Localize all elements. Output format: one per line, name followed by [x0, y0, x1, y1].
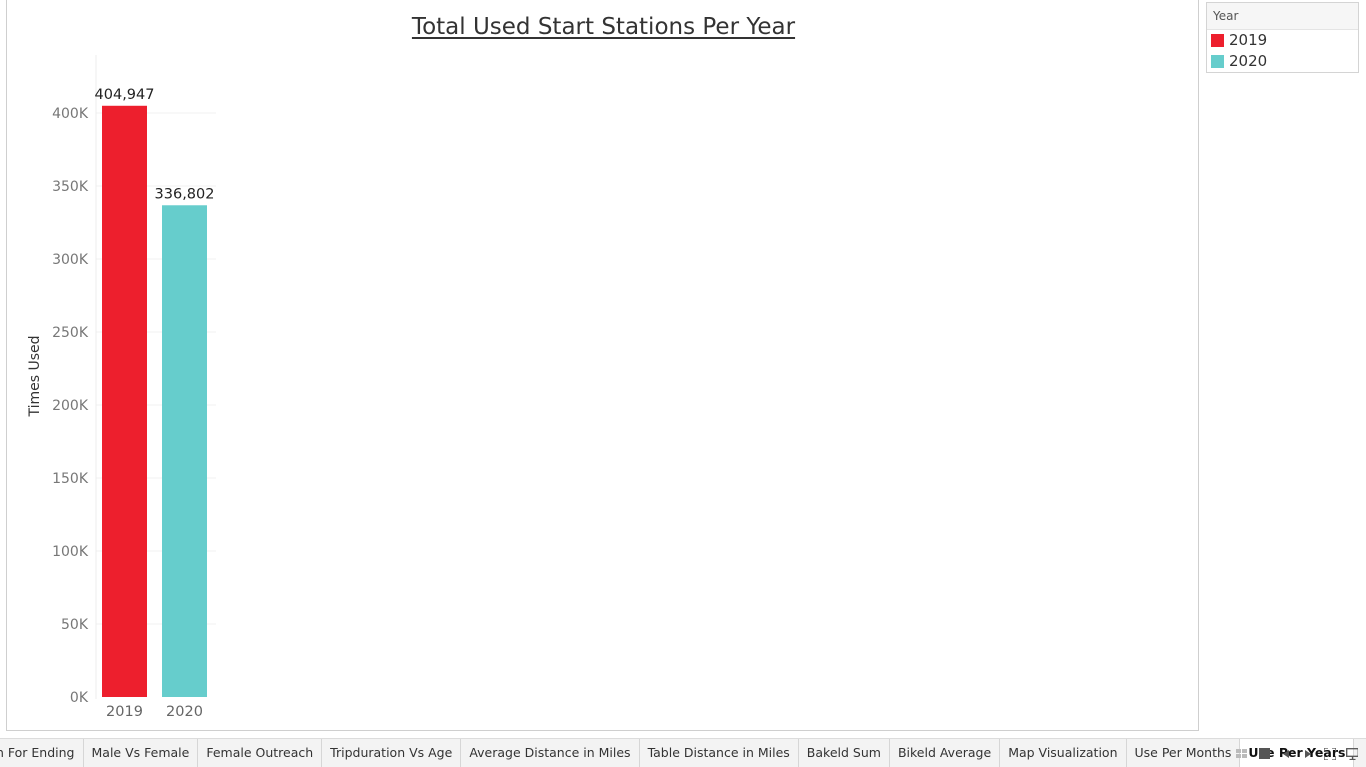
y-tick-label: 250K	[52, 325, 89, 341]
tab-table-distance[interactable]: Table Distance in Miles	[640, 739, 799, 767]
data-label: 404,947	[95, 87, 155, 103]
legend-swatch-2020	[1211, 55, 1224, 68]
tab-station-for-ending[interactable]: n For Ending	[0, 739, 84, 767]
y-tick-label: 100K	[52, 544, 89, 560]
tab-controls	[1236, 739, 1358, 767]
data-label: 336,802	[155, 186, 215, 202]
tab-male-vs-female[interactable]: Male Vs Female	[84, 739, 199, 767]
sheet-sorter-icon[interactable]	[1236, 748, 1248, 760]
tab-map-visualization[interactable]: Map Visualization	[1000, 739, 1127, 767]
worksheet-view: Total Used Start Stations Per Year 0K 50K…	[6, 0, 1199, 731]
tab-use-per-months[interactable]: Use Per Months	[1127, 739, 1241, 767]
x-tick-label: 2020	[166, 704, 203, 720]
legend-label: 2020	[1229, 52, 1268, 70]
legend-item-2020[interactable]: 2020	[1207, 51, 1358, 72]
legend-title: Year	[1207, 3, 1358, 30]
color-legend[interactable]: Year 2019 2020	[1206, 2, 1359, 73]
bar-chart: 0K 50K 100K 150K 200K 250K 300K 350K 400K Times U…	[27, 55, 216, 720]
y-tick-label: 300K	[52, 252, 89, 268]
filmstrip-icon[interactable]	[1258, 748, 1270, 760]
y-tick-label: 200K	[52, 398, 89, 414]
y-tick-label: 350K	[52, 179, 89, 195]
presentation-mode-icon[interactable]	[1346, 747, 1358, 760]
y-tick-label: 0K	[70, 690, 89, 706]
y-axis-title: Times Used	[27, 335, 43, 417]
bar-2020	[162, 205, 207, 697]
y-tick-label: 400K	[52, 106, 89, 122]
x-tick-label: 2019	[106, 704, 143, 720]
chart-title: Total Used Start Stations Per Year	[411, 14, 796, 40]
sheet-tab-bar: n For Ending Male Vs Female Female Outre…	[0, 738, 1366, 767]
bar-2019	[102, 105, 147, 697]
scroll-left-icon[interactable]	[1280, 748, 1292, 760]
fullscreen-icon[interactable]	[1324, 747, 1336, 760]
y-tick-label: 50K	[61, 617, 89, 633]
legend-swatch-2019	[1211, 34, 1224, 47]
scroll-right-icon[interactable]	[1302, 748, 1314, 760]
tab-average-distance[interactable]: Average Distance in Miles	[461, 739, 640, 767]
y-tick-label: 150K	[52, 471, 89, 487]
legend-label: 2019	[1229, 31, 1268, 49]
tab-bakeld-sum[interactable]: Bakeld Sum	[799, 739, 890, 767]
tab-bikeld-average[interactable]: Bikeld Average	[890, 739, 1001, 767]
sheet-tabs: n For Ending Male Vs Female Female Outre…	[0, 739, 1355, 767]
legend-item-2019[interactable]: 2019	[1207, 30, 1358, 51]
tab-tripduration-vs-age[interactable]: Tripduration Vs Age	[322, 739, 462, 767]
tab-female-outreach[interactable]: Female Outreach	[198, 739, 323, 767]
